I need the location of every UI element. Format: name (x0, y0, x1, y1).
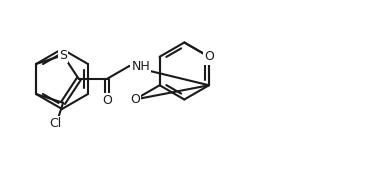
Text: O: O (102, 94, 112, 108)
Text: O: O (204, 50, 214, 63)
Text: O: O (130, 93, 140, 106)
Text: S: S (59, 49, 67, 62)
Text: Cl: Cl (49, 117, 61, 130)
Text: NH: NH (131, 60, 150, 73)
